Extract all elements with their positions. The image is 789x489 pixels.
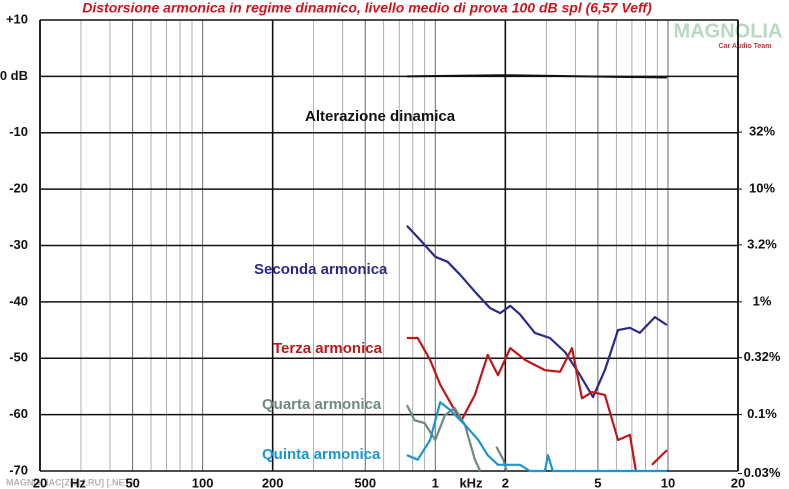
series-label: Terza armonica [273,340,383,357]
x-tick-label: 5 [594,475,601,489]
y-tick-label: -10 [9,124,28,139]
watermark: MAGNOLIAC[ZG] [.RU] [.NET] [6,477,133,487]
x-tick-label: 200 [262,475,284,489]
y2-tick-label: 0.1% [747,406,777,421]
y-tick-label: -40 [9,293,28,308]
y2-tick-label: 32% [749,124,775,139]
x-tick-label: 10 [661,475,675,489]
series-line [406,74,667,79]
y-tick-label: -20 [9,181,28,196]
y2-tick-label: 3.2% [747,236,777,251]
series-line [405,404,508,472]
y-tick-label: -70 [9,462,28,477]
series-line [406,401,667,473]
y-tick-label: 0 dB [0,68,28,83]
y2-tick-label: 0.32% [744,349,781,364]
x-unit-label: Hz [70,475,86,489]
x-tick-label: 100 [192,475,214,489]
x-tick-label: 20 [731,475,745,489]
series-label: Quarta armonica [262,396,382,413]
logo: MAGNOLIA [674,20,783,42]
x-tick-label: 20 [33,475,47,489]
logo-tagline: Car Audio Team [719,43,772,50]
y-tick-label: -60 [9,406,28,421]
y2-tick-label: 1% [753,293,772,308]
y2-tick-label: 10% [749,181,775,196]
series-line [406,336,668,472]
x-tick-label: 50 [125,475,139,489]
y-tick-label: -50 [9,350,28,365]
x-unit-label: kHz [459,475,483,489]
x-tick-label: 1 [432,475,439,489]
series-label: Alterazione dinamica [305,108,456,125]
chart-title: Distorsione armonica in regime dinamico,… [82,0,652,16]
x-tick-label: 500 [354,475,376,489]
series-label: Seconda armonica [254,261,388,278]
series-line [406,225,668,399]
series-label: Quinta armonica [262,446,381,463]
x-tick-label: 2 [502,475,509,489]
y2-tick-label: 0.03% [744,465,781,480]
y-tick-label: +10 [6,11,28,26]
y-tick-label: -30 [9,237,28,252]
